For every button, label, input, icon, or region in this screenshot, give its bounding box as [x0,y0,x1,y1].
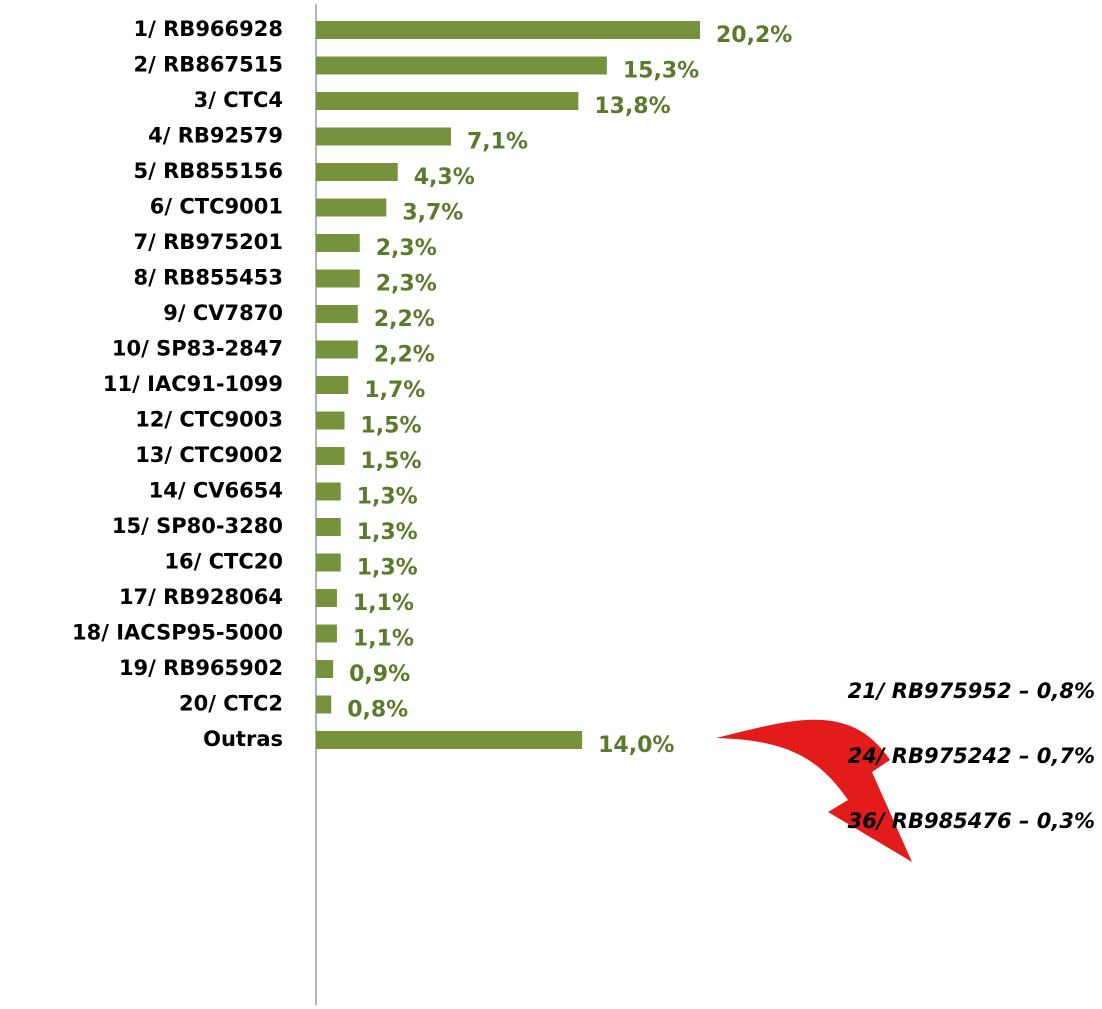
category-label: 8/ RB855453 [134,266,283,290]
category-label: 11/ IAC91-1099 [103,372,283,396]
bar [316,92,578,110]
bar [316,305,358,323]
category-label: 15/ SP80-3280 [112,514,283,538]
bar [316,696,331,714]
value-label: 1,7% [364,378,425,403]
category-label: 7/ RB975201 [134,230,283,254]
value-label: 1,1% [353,627,414,652]
value-label: 1,3% [357,556,418,581]
bar [316,625,337,643]
category-label: 20/ CTC2 [179,692,283,716]
value-label: 1,5% [361,414,422,439]
bar [316,57,607,75]
category-label: 6/ CTC9001 [150,195,283,219]
value-label: 14,0% [598,733,674,758]
bar [316,589,337,607]
bar [316,447,345,465]
value-label: 13,8% [594,94,670,119]
category-label: 10/ SP83-2847 [112,337,283,361]
value-label: 0,8% [347,698,408,723]
value-label: 1,3% [357,485,418,510]
annotation: 21/ RB975952 – 0,8% [848,679,1095,703]
category-label: 5/ RB855156 [134,159,283,183]
category-label: Outras [203,727,283,751]
bar [316,376,348,394]
category-label: 14/ CV6654 [149,479,283,503]
value-label: 4,3% [414,165,475,190]
value-label: 1,5% [361,449,422,474]
bar [316,518,341,536]
bar [316,199,386,217]
category-label: 1/ RB966928 [134,17,283,41]
value-label: 0,9% [349,662,410,687]
bar [316,660,333,678]
category-label: 17/ RB928064 [119,585,283,609]
bar [316,731,582,749]
bar [316,554,341,572]
arrow [716,720,912,862]
bar [316,163,398,181]
category-label: 3/ CTC4 [194,88,283,112]
category-label: 12/ CTC9003 [135,408,283,432]
bar [316,21,700,39]
category-label: 9/ CV7870 [163,301,283,325]
annotation: 36/ RB985476 – 0,3% [848,809,1095,833]
category-label: 2/ RB867515 [134,53,283,77]
category-label: 4/ RB92579 [148,124,283,148]
bar [316,412,345,430]
value-label: 2,3% [376,236,437,261]
chart: 1/ RB966928 20,2% 2/ RB867515 15,3% 3/ CTC4 1… [0,0,1102,1009]
bar [316,483,341,501]
category-label: 13/ CTC9002 [135,443,283,467]
value-label: 1,1% [353,591,414,616]
category-label: 18/ IACSP95-5000 [72,621,283,645]
bar [316,234,360,252]
value-label: 3,7% [402,201,463,226]
value-label: 15,3% [623,59,699,84]
value-label: 7,1% [467,130,528,155]
value-label: 2,2% [374,343,435,368]
bar [316,341,358,359]
category-label: 19/ RB965902 [119,656,283,680]
value-label: 2,3% [376,272,437,297]
category-label: 16/ CTC20 [164,550,283,574]
bar [316,270,360,288]
value-label: 2,2% [374,307,435,332]
value-label: 20,2% [716,23,792,48]
value-label: 1,3% [357,520,418,545]
bar [316,128,451,146]
annotation: 24/ RB975242 – 0,7% [848,744,1095,768]
page: {"chart_data": {"type": "hbar", "categor… [0,0,1102,1009]
